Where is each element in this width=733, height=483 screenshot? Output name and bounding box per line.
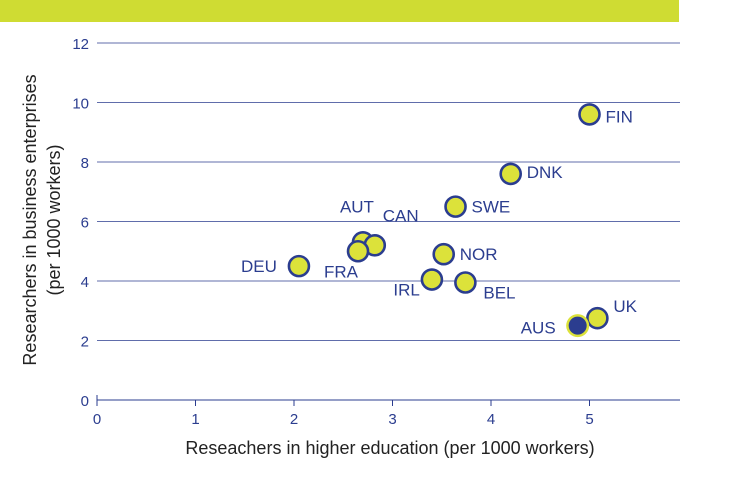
- point-marker-fin: [578, 103, 601, 126]
- x-tick-label: 0: [93, 411, 101, 428]
- y-axis-title-line: Researchers in business enterprises: [20, 74, 40, 365]
- point-marker-bel: [454, 271, 477, 294]
- point-label-uk: UK: [613, 297, 637, 316]
- y-tick-label: 2: [81, 334, 89, 351]
- point-label-aus: AUS: [521, 319, 556, 338]
- point-marker-swe: [444, 195, 467, 218]
- x-tick-label: 2: [290, 411, 298, 428]
- point-marker-aus: [568, 316, 587, 335]
- point-label-fra: FRA: [324, 262, 359, 281]
- point-label-fin: FIN: [606, 107, 633, 126]
- top-color-band: [0, 0, 679, 22]
- point-label-can: CAN: [383, 206, 419, 225]
- point-label-aut: AUT: [340, 197, 374, 216]
- y-tick-label: 8: [81, 155, 89, 172]
- point-marker-dnk: [499, 162, 523, 186]
- point-label-swe: SWE: [472, 198, 511, 217]
- point-label-irl: IRL: [393, 281, 419, 300]
- y-tick-label: 6: [81, 215, 89, 232]
- point-marker-uk: [586, 306, 609, 330]
- point-marker-irl: [420, 268, 444, 291]
- point-marker-fra: [346, 239, 370, 263]
- point-label-dnk: DNK: [527, 163, 564, 182]
- x-tick-label: 1: [191, 411, 199, 428]
- x-tick-label: 3: [388, 411, 396, 428]
- point-label-deu: DEU: [241, 257, 277, 276]
- point-marker-nor: [432, 242, 456, 266]
- point-label-nor: NOR: [460, 245, 498, 264]
- point-label-bel: BEL: [483, 283, 515, 302]
- y-tick-label: 0: [81, 393, 89, 410]
- x-tick-label: 5: [585, 411, 593, 428]
- point-marker-deu: [287, 254, 311, 278]
- x-axis-title: Reseachers in higher education (per 1000…: [185, 438, 594, 458]
- y-tick-label: 12: [72, 36, 89, 53]
- x-tick-label: 4: [487, 411, 495, 428]
- y-tick-label: 4: [81, 274, 89, 291]
- y-axis-title: Researchers in business enterprises (per …: [20, 74, 64, 365]
- y-axis-title-line: (per 1000 workers): [44, 144, 64, 295]
- y-tick-label: 10: [72, 96, 89, 113]
